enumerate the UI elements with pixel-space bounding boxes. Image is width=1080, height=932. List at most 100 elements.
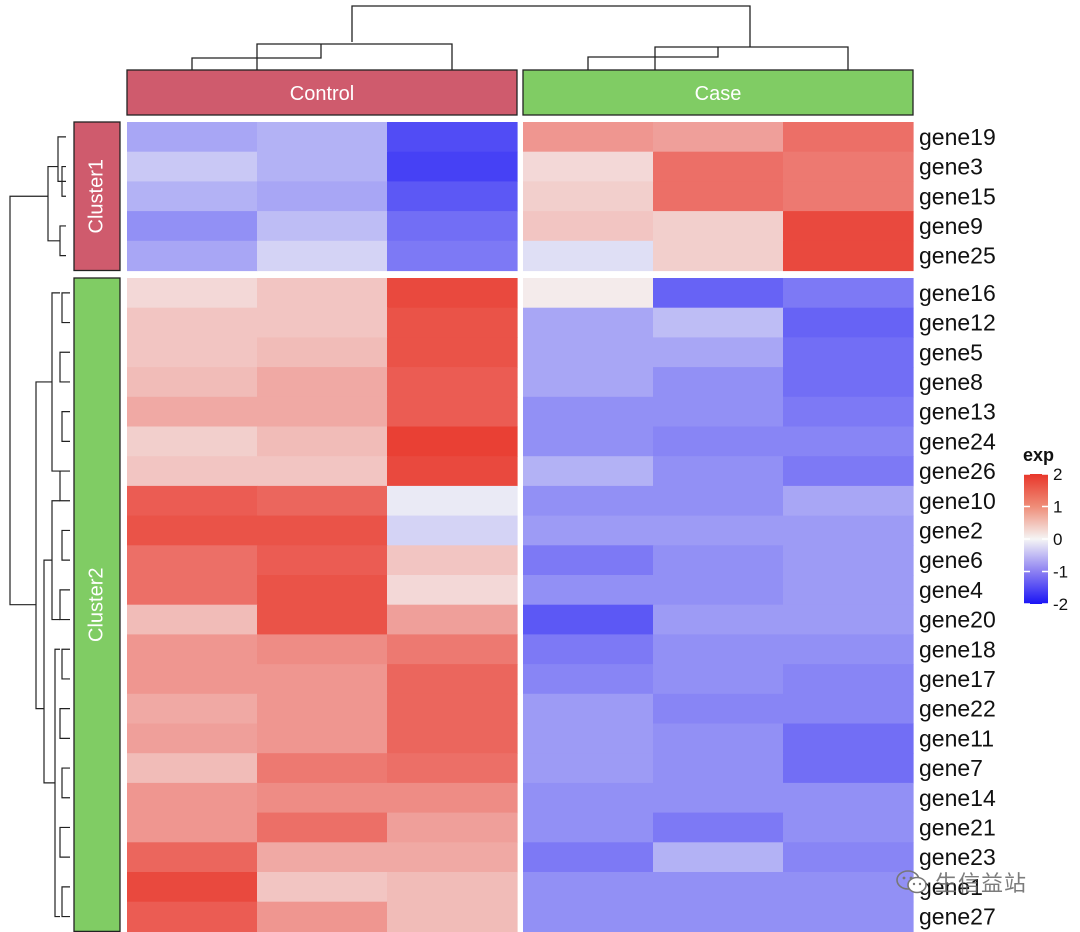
heatmap-cell	[653, 545, 784, 576]
heatmap-cell	[257, 485, 388, 517]
heatmap-cell	[523, 812, 654, 843]
heatmap-cell	[523, 693, 654, 725]
heatmap-cell	[783, 151, 914, 182]
row-label: gene26	[919, 458, 996, 484]
heatmap-cell	[127, 842, 258, 873]
heatmap-cell	[127, 240, 258, 272]
heatmap-cell	[653, 211, 784, 242]
heatmap-cell	[257, 812, 388, 843]
legend-tick-label: 2	[1053, 465, 1062, 484]
heatmap-cell	[257, 396, 388, 428]
heatmap-cell	[783, 240, 914, 272]
column-group-label: Control	[290, 83, 354, 105]
row-label: gene11	[919, 725, 994, 751]
dendrogram-branch	[61, 767, 70, 799]
heatmap-cell	[127, 693, 258, 725]
heatmap-cell	[257, 278, 388, 309]
heatmap-cell	[387, 122, 518, 153]
legend-tick-label: -1	[1053, 563, 1068, 582]
dendrogram-branch	[51, 500, 60, 621]
heatmap-cell	[783, 901, 914, 932]
dendrogram-branch	[61, 165, 66, 197]
heatmap-cell	[387, 545, 518, 576]
dendrogram-branch	[61, 886, 70, 918]
heatmap-cell	[523, 604, 654, 635]
dendrogram-branch	[59, 589, 70, 621]
heatmap-cell	[387, 485, 518, 517]
row-group-bar	[73, 121, 121, 272]
heatmap-cell	[653, 307, 784, 338]
heatmap-cell	[653, 872, 784, 903]
heatmap-cell	[127, 545, 258, 576]
heatmap-cell	[783, 278, 914, 309]
heatmap-cell	[387, 872, 518, 903]
column-group-label: Case	[695, 83, 742, 105]
dendrogram-branch	[61, 292, 70, 324]
row-label: gene15	[919, 183, 996, 209]
heatmap-cell	[653, 151, 784, 182]
row-label: gene20	[919, 607, 996, 633]
dendrogram-branch	[61, 648, 70, 680]
row-label: gene27	[919, 904, 996, 930]
legend-tick-label: 0	[1053, 530, 1062, 549]
heatmap-cell	[257, 181, 388, 212]
row-label: gene14	[919, 785, 996, 811]
row-label: gene16	[919, 280, 996, 306]
heatmap-cell	[387, 396, 518, 428]
dendrogram-branch	[59, 826, 70, 858]
heatmap-cell	[783, 753, 914, 784]
heatmap-cell	[127, 337, 258, 368]
heatmap-cell	[783, 456, 914, 487]
heatmap-cell	[523, 122, 654, 153]
dendrogram-branch	[61, 411, 70, 442]
row-dendrogram	[9, 136, 70, 918]
heatmap-cell	[127, 634, 258, 665]
heatmap-cell	[783, 122, 914, 153]
row-label: gene6	[919, 547, 983, 573]
heatmap-cell	[523, 240, 654, 272]
heatmap-cell	[387, 151, 518, 182]
heatmap-cell	[127, 181, 258, 212]
heatmap-cell	[257, 604, 388, 635]
row-label: gene13	[919, 399, 996, 425]
heatmap-cell	[523, 842, 654, 873]
row-label: gene19	[919, 124, 996, 150]
row-label: gene1	[919, 874, 983, 900]
row-label: gene17	[919, 666, 996, 692]
heatmap-cell	[127, 396, 258, 428]
heatmap-cell	[257, 753, 388, 784]
row-group-label: Cluster1	[85, 159, 107, 233]
row-label: gene25	[919, 243, 996, 269]
row-label: gene23	[919, 844, 996, 870]
heatmap-cell	[653, 842, 784, 873]
heatmap-cell	[257, 240, 388, 272]
heatmap-cell	[523, 575, 654, 606]
heatmap-cell	[783, 812, 914, 843]
heatmap-cell	[257, 693, 388, 725]
heatmap-cell	[783, 367, 914, 398]
heatmap-cell	[387, 664, 518, 695]
heatmap-cell	[387, 456, 518, 487]
heatmap-cell	[127, 278, 258, 309]
heatmap-cell	[653, 367, 784, 398]
heatmap-cell	[783, 693, 914, 725]
heatmap-cell	[387, 337, 518, 368]
heatmap-cell	[653, 782, 784, 814]
row-label: gene7	[919, 755, 983, 781]
dendrogram-branch	[35, 381, 52, 710]
heatmap-cell	[387, 367, 518, 398]
heatmap-cell	[783, 396, 914, 428]
heatmap-cell	[127, 211, 258, 242]
heatmap-cell	[653, 901, 784, 932]
row-label: gene5	[919, 339, 983, 365]
dendrogram-branch	[43, 559, 55, 784]
row-label: gene3	[919, 154, 983, 180]
row-label: gene10	[919, 488, 996, 514]
column-annotation: Control Case	[126, 69, 914, 116]
heatmap-cell	[783, 211, 914, 242]
heatmap-cell	[523, 367, 654, 398]
heatmap-cell	[387, 901, 518, 932]
heatmap-cell	[387, 426, 518, 457]
heatmap-cell	[127, 426, 258, 457]
row-label: gene22	[919, 696, 996, 722]
